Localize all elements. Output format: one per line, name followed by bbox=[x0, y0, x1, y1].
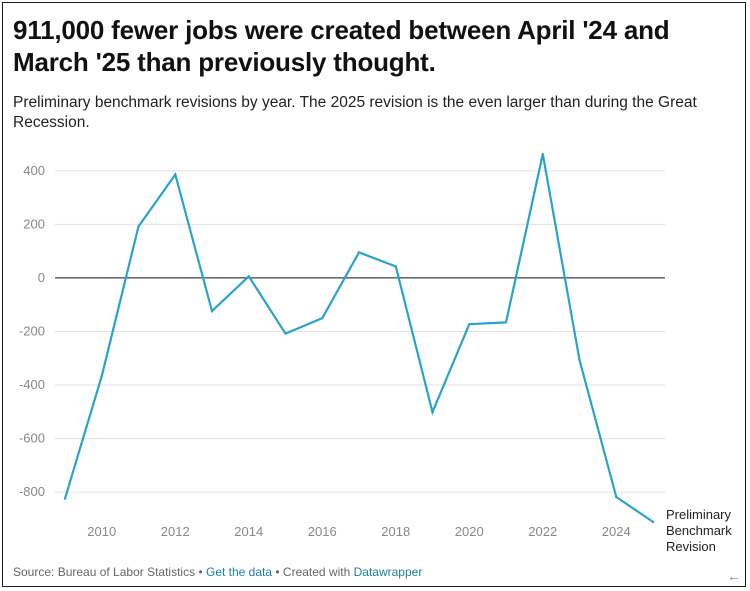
source-text: Source: Bureau of Labor Statistics bbox=[13, 565, 196, 579]
footer-separator: • bbox=[272, 565, 283, 579]
y-tick-label: 200 bbox=[23, 216, 45, 231]
data-point bbox=[210, 309, 214, 313]
x-tick-label: 2016 bbox=[308, 524, 337, 539]
y-tick-label: -200 bbox=[19, 323, 45, 338]
x-tick-label: 2022 bbox=[528, 524, 557, 539]
data-point bbox=[468, 323, 471, 326]
y-tick-label: 0 bbox=[38, 270, 45, 285]
get-data-link[interactable]: Get the data bbox=[205, 565, 273, 579]
series-line bbox=[63, 153, 655, 524]
series-label-line: Benchmark bbox=[666, 523, 732, 538]
y-tick-label: -400 bbox=[19, 377, 45, 392]
data-point bbox=[651, 520, 655, 524]
data-point bbox=[284, 332, 287, 335]
chart-title: 911,000 fewer jobs were created between … bbox=[13, 15, 670, 77]
data-point bbox=[357, 251, 361, 254]
x-tick-label: 2020 bbox=[455, 524, 484, 539]
x-tick-label: 2018 bbox=[381, 524, 410, 539]
arrow-left-icon[interactable]: ← bbox=[727, 568, 741, 584]
data-point bbox=[174, 173, 177, 176]
data-point bbox=[100, 374, 103, 378]
series-label-line: Revision bbox=[666, 539, 716, 554]
data-point bbox=[137, 225, 140, 228]
x-tick-label: 2012 bbox=[161, 524, 190, 539]
data-point bbox=[431, 410, 434, 414]
chart-subtitle: Preliminary benchmark revisions by year.… bbox=[13, 94, 697, 131]
y-tick-label: -600 bbox=[19, 431, 45, 446]
data-point bbox=[504, 321, 508, 324]
x-tick-label: 2024 bbox=[602, 524, 631, 539]
datawrapper-link[interactable]: Datawrapper bbox=[353, 565, 423, 579]
series-label-line: Preliminary bbox=[666, 507, 732, 522]
y-tick-label: -800 bbox=[19, 484, 45, 499]
created-with-text: Created with bbox=[282, 565, 354, 579]
data-point bbox=[321, 316, 324, 320]
data-point bbox=[578, 358, 581, 362]
x-tick-label: 2010 bbox=[87, 524, 116, 539]
footer-separator: • bbox=[195, 565, 206, 579]
y-tick-label: 400 bbox=[23, 163, 45, 178]
x-tick-label: 2014 bbox=[234, 524, 263, 539]
data-point bbox=[394, 265, 397, 268]
footer: Source: Bureau of Labor Statistics • Get… bbox=[13, 565, 422, 579]
data-point bbox=[615, 495, 618, 499]
data-point bbox=[541, 152, 544, 156]
data-point bbox=[247, 275, 250, 278]
series-label: Preliminary Benchmark Revision bbox=[666, 507, 732, 554]
data-point bbox=[63, 497, 67, 500]
